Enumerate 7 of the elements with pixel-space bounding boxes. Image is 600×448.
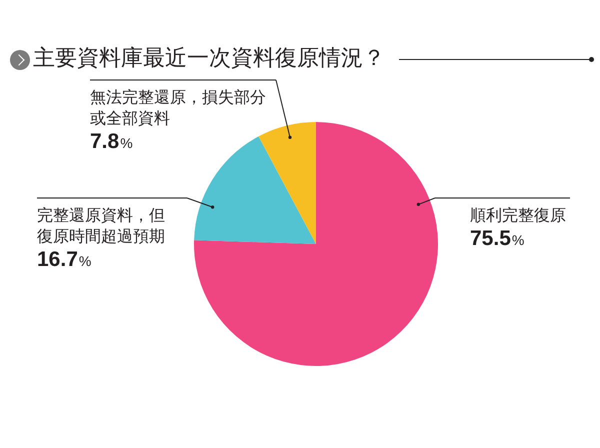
slice-label: 完整還原資料，但復原時間超過預期 [37, 206, 165, 246]
chart-title: 主要資料庫最近一次資料復原情況？ [33, 45, 385, 70]
data-label: 7.8% [90, 130, 133, 153]
slice-label: 順利完整復原 [470, 206, 566, 224]
data-label: 75.5% [470, 227, 524, 250]
data-label: 16.7% [37, 248, 92, 271]
slice-label: 無法完整還原，損失部分或全部資料 [90, 88, 266, 128]
